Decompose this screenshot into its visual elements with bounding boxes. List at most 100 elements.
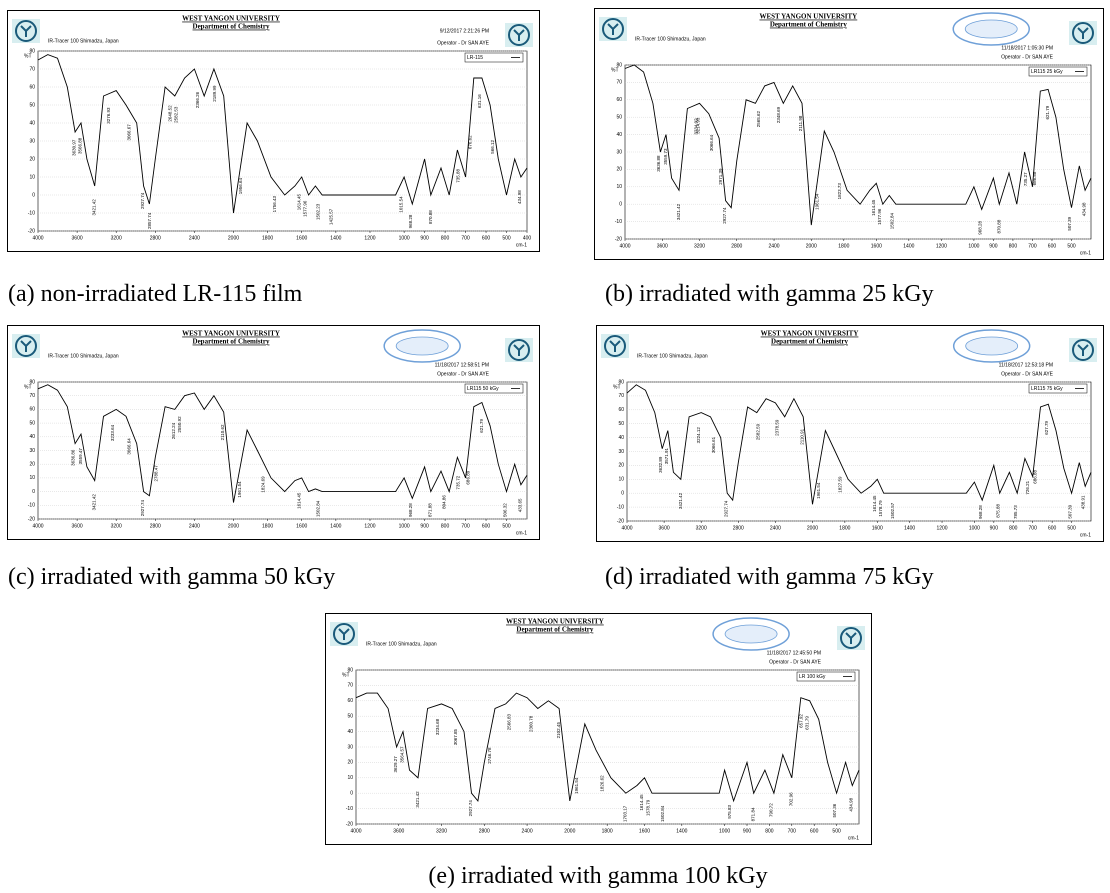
peak-label: 631.16 <box>477 94 482 108</box>
peak-label: 2746.78 <box>487 747 492 764</box>
department: Department of Chemistry <box>516 626 593 634</box>
y-tick-label: 60 <box>29 84 35 90</box>
x-tick-label: 600 <box>482 523 491 529</box>
x-tick-label: 1000 <box>399 235 410 241</box>
university: WEST YANGON UNIVERSITY <box>506 618 604 626</box>
x-tick-label: 1600 <box>872 525 883 531</box>
caption: (d) irradiated with gamma 75 kGy <box>605 564 934 591</box>
legend-label: LR 100 kGy <box>799 674 826 680</box>
peak-label: 2550.92 <box>177 416 182 433</box>
x-tick-label: 1400 <box>903 243 914 249</box>
operator: Operator - Dr SAN AYE <box>1001 54 1054 60</box>
operator: Operator - Dr SAN AYE <box>437 40 490 46</box>
y-tick-label: 20 <box>347 760 353 766</box>
x-tick-label: 500 <box>502 523 511 529</box>
x-tick-label: 1200 <box>936 243 947 249</box>
peak-label: 871.84 <box>750 807 755 821</box>
spectrum-line <box>627 385 1091 505</box>
peak-label: 686.88 <box>1032 171 1037 185</box>
y-tick-label: 10 <box>618 477 624 483</box>
y-axis-label: %T <box>342 672 350 678</box>
x-tick-label: 1400 <box>330 523 341 529</box>
peak-label: 3066.67 <box>126 124 131 141</box>
y-tick-label: 50 <box>29 420 35 426</box>
x-tick-label: 700 <box>788 828 797 834</box>
peak-label: 870.88 <box>996 219 1001 233</box>
y-tick-label: -20 <box>615 236 622 242</box>
y-tick-label: 0 <box>32 192 35 198</box>
datetime: 9/12/2017 2:21:26 PM <box>440 28 489 34</box>
x-tick-label: 1200 <box>364 235 375 241</box>
x-tick-label: 1000 <box>399 523 410 529</box>
datetime: 11/18/2017 12:58:51 PM <box>435 362 489 368</box>
x-tick-label: 1000 <box>719 828 730 834</box>
x-tick-label: 3600 <box>72 523 83 529</box>
peak-label: 3214.93 <box>695 117 700 134</box>
peak-label: 2189.99 <box>212 85 217 102</box>
peak-label: 1577.96 <box>877 208 882 225</box>
peak-label: 2566.83 <box>506 714 511 731</box>
peak-label: 3636.86 <box>71 449 76 466</box>
x-tick-label: 1400 <box>676 828 687 834</box>
legend-label: LR115 50 kGy <box>467 386 499 392</box>
peak-label: 2378.59 <box>775 419 780 436</box>
legend-label: LR115 25 kGy <box>1031 69 1063 75</box>
x-tick-label: 3600 <box>393 828 404 834</box>
peak-label: 2348.69 <box>776 106 781 123</box>
panel: WEST YANGON UNIVERSITYDepartment of Chem… <box>596 325 1104 542</box>
peak-label: 1502.23 <box>316 203 321 220</box>
stamp-inner <box>396 337 448 355</box>
y-tick-label: 20 <box>618 463 624 469</box>
peak-label: 2110.62 <box>220 424 225 440</box>
x-tick-label: 1600 <box>296 235 307 241</box>
y-tick-label: 20 <box>616 167 622 173</box>
peak-label: 434.98 <box>517 190 522 204</box>
x-tick-label: 1800 <box>262 235 273 241</box>
y-tick-label: 70 <box>29 393 35 399</box>
peak-label: 3636.88 <box>656 155 661 172</box>
x-tick-label: 1200 <box>936 525 947 531</box>
peak-label: 1823.73 <box>837 183 842 200</box>
y-axis-label: %T <box>611 67 619 73</box>
x-axis-label: cm-1 <box>848 835 859 841</box>
peak-label: 3564.57 <box>400 746 405 763</box>
y-tick-label: 70 <box>616 80 622 86</box>
peak-label: 3571.91 <box>664 447 669 464</box>
peak-label: 968.28 <box>978 505 983 519</box>
peak-label: 3224.12 <box>696 427 701 444</box>
y-tick-label: 30 <box>347 744 353 750</box>
x-axis-label: cm-1 <box>516 530 527 536</box>
peak-label: 2360.78 <box>528 715 533 732</box>
peak-label: 1961.54 <box>237 481 242 498</box>
department: Department of Chemistry <box>193 23 270 31</box>
peak-label: 1614.45 <box>872 495 877 512</box>
peak-label: 1824.69 <box>261 476 266 493</box>
peak-label: 1956.64 <box>238 177 243 194</box>
x-tick-label: 4000 <box>32 523 43 529</box>
x-tick-label: 1600 <box>296 523 307 529</box>
stamp-inner <box>966 337 1018 355</box>
panel: WEST YANGON UNIVERSITYDepartment of Chem… <box>594 8 1104 260</box>
peak-label: 726.21 <box>1025 480 1030 494</box>
instrument: IR-Tracer 100 Shimadzu, Japan <box>48 353 119 359</box>
y-tick-label: 60 <box>616 97 622 103</box>
x-tick-label: 700 <box>1029 525 1038 531</box>
peak-label: 686.89 <box>465 470 470 484</box>
y-axis-label: %T <box>24 384 32 390</box>
y-tick-label: 60 <box>618 407 624 413</box>
x-tick-label: 3200 <box>436 828 447 834</box>
peak-label: 621.79 <box>1045 105 1050 119</box>
peak-label: 875.88 <box>996 503 1001 517</box>
peak-label: 3559.73 <box>663 148 668 165</box>
y-tick-label: 0 <box>619 202 622 208</box>
spectrum-line <box>38 385 527 503</box>
x-tick-label: 800 <box>441 235 450 241</box>
x-axis-label: cm-1 <box>1080 532 1091 538</box>
panel: WEST YANGON UNIVERSITYDepartment of Chem… <box>7 10 540 252</box>
peak-label: 507.36 <box>832 803 837 817</box>
operator: Operator - Dr SAN AYE <box>437 371 490 377</box>
y-tick-label: -20 <box>28 228 35 234</box>
peak-label: 3234.68 <box>435 718 440 735</box>
x-tick-label: 2000 <box>807 525 818 531</box>
department: Department of Chemistry <box>193 338 270 346</box>
